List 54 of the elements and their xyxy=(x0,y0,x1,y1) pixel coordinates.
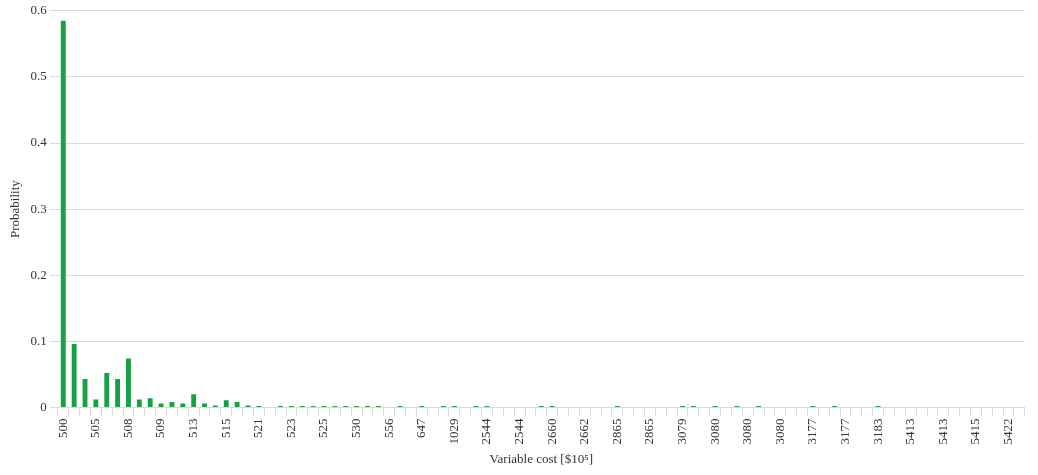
x-tick-label: 5413 xyxy=(934,418,950,445)
x-tick-label: 3080 xyxy=(771,418,787,445)
x-tick-label: 5422 xyxy=(999,418,1015,445)
x-tick-label: 5415 xyxy=(967,418,983,445)
bar xyxy=(202,403,207,407)
x-tick-label: 647 xyxy=(413,417,429,438)
x-tick-label: 3177 xyxy=(836,417,852,445)
x-tick-label: 508 xyxy=(119,418,135,438)
x-tick-label: 523 xyxy=(282,418,298,438)
bar xyxy=(93,399,99,407)
x-tick-label: 521 xyxy=(250,418,266,438)
bar xyxy=(126,358,131,407)
x-tick-label: 530 xyxy=(348,418,364,438)
x-tick-label: 2865 xyxy=(608,418,624,445)
bar xyxy=(136,399,142,407)
y-tick-label: 0.4 xyxy=(30,134,48,150)
x-tick-label: 2865 xyxy=(641,418,657,445)
x-tick-label: 525 xyxy=(315,418,331,438)
bar xyxy=(234,402,240,407)
y-axis-title: Probability xyxy=(7,179,23,238)
x-tick-label: 2660 xyxy=(543,418,559,445)
x-tick-label: 515 xyxy=(217,418,233,438)
bar xyxy=(191,394,197,407)
y-tick-label: 0.3 xyxy=(30,200,47,216)
x-tick-label: 500 xyxy=(54,418,70,438)
bar xyxy=(115,378,121,407)
bar xyxy=(147,398,153,407)
x-tick-label: 1029 xyxy=(445,418,461,445)
bar xyxy=(60,20,66,407)
x-tick-label: 3080 xyxy=(739,418,755,445)
x-tick-label: 2544 xyxy=(478,417,494,445)
x-tick-label: 509 xyxy=(152,418,168,438)
x-tick-label: 3080 xyxy=(706,418,722,445)
x-tick-label: 5413 xyxy=(902,418,918,445)
y-tick-label: 0.5 xyxy=(30,68,47,84)
x-tick-label: 3177 xyxy=(804,417,820,445)
bar xyxy=(71,343,77,407)
bar xyxy=(180,403,186,407)
x-tick-label: 513 xyxy=(185,418,201,438)
y-tick-label: 0 xyxy=(40,398,47,414)
x-tick-label: 556 xyxy=(380,417,396,438)
bar xyxy=(104,373,110,407)
x-tick-label: 2662 xyxy=(576,418,592,445)
y-tick-label: 0.6 xyxy=(30,2,48,18)
x-axis-title: Variable cost [$10⁵] xyxy=(489,450,594,466)
bar xyxy=(158,403,164,407)
x-tick-label: 3183 xyxy=(869,418,885,445)
x-tick-label: 505 xyxy=(87,418,103,438)
x-tick-label: 3079 xyxy=(673,418,689,445)
bar xyxy=(223,400,229,407)
y-tick-label: 0.2 xyxy=(30,266,47,282)
bar xyxy=(169,402,175,407)
y-tick-label: 0.1 xyxy=(30,332,47,348)
x-tick-label: 2544 xyxy=(511,417,527,445)
